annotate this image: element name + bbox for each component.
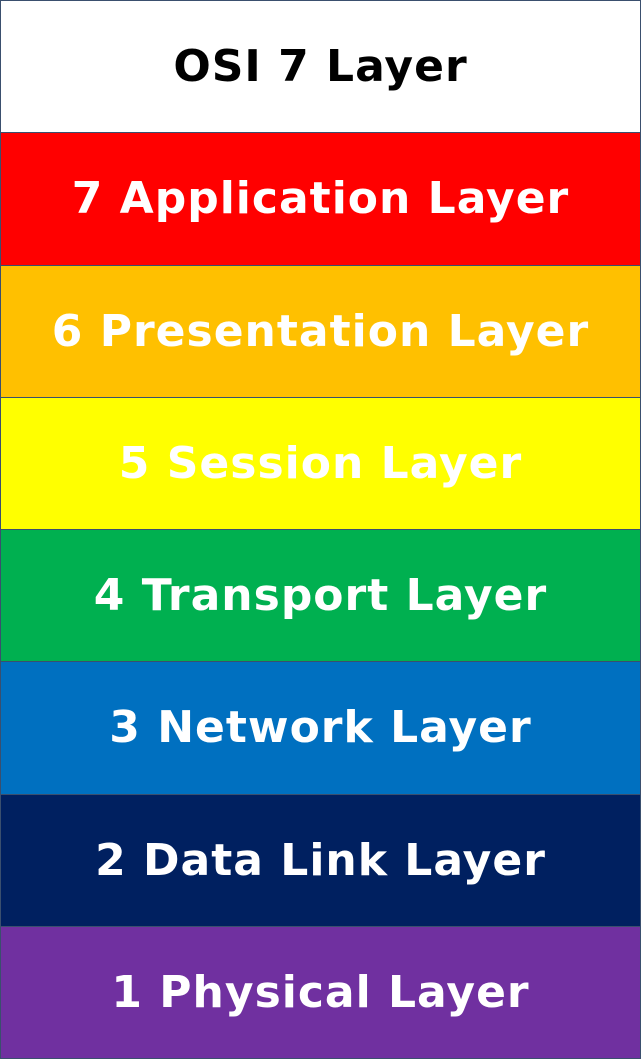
layer-1-label: 1 Physical Layer [111,966,530,1018]
layer-4-transport: 4 Transport Layer [1,529,640,662]
layer-6-presentation: 6 Presentation Layer [1,264,640,397]
layer-5-label: 5 Session Layer [118,437,523,489]
layer-4-label: 4 Transport Layer [93,570,548,622]
title-box: OSI 7 Layer [1,1,640,133]
title-label: OSI 7 Layer [173,41,468,93]
layer-7-application: 7 Application Layer [1,132,640,265]
layer-7-label: 7 Application Layer [71,173,570,225]
layer-3-network: 3 Network Layer [1,661,640,794]
layer-1-physical: 1 Physical Layer [1,925,640,1058]
layer-5-session: 5 Session Layer [1,396,640,529]
layer-2-label: 2 Data Link Layer [95,834,546,886]
layer-2-data-link: 2 Data Link Layer [1,793,640,926]
layer-3-label: 3 Network Layer [109,702,532,754]
layer-6-label: 6 Presentation Layer [51,305,590,357]
